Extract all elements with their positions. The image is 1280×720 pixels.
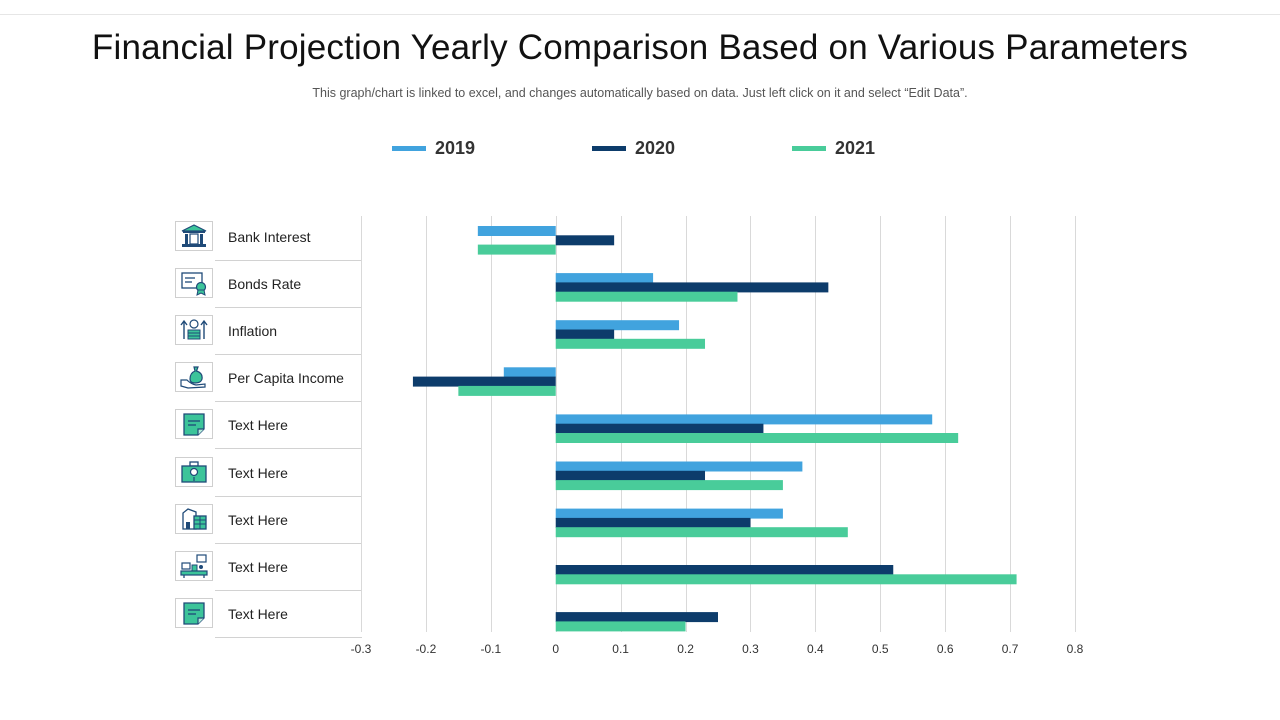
x-tick-label: -0.1 xyxy=(480,642,501,656)
bar-2020-row-2 xyxy=(555,282,829,293)
row-divider xyxy=(215,590,362,591)
category-label: Per Capita Income xyxy=(228,370,344,386)
bar-2019-row-4 xyxy=(503,367,556,378)
bar-2021-row-9 xyxy=(555,621,686,632)
category-label: Inflation xyxy=(228,323,278,339)
category-label: Text Here xyxy=(228,559,288,575)
row-divider xyxy=(215,401,362,402)
legend-swatch-2020 xyxy=(592,145,626,151)
x-tick-label: 0.8 xyxy=(1067,642,1084,656)
row-divider xyxy=(215,543,362,544)
category-row-4: Per Capita Income xyxy=(175,362,362,402)
bar-2019-row-6 xyxy=(555,461,803,472)
bar-2020-row-7 xyxy=(555,517,751,528)
x-tick-label: 0.6 xyxy=(937,642,954,656)
bar-2021-row-6 xyxy=(555,480,783,491)
x-tick-label: 0.3 xyxy=(742,642,759,656)
category-row-5: Text Here xyxy=(175,409,362,449)
legend-swatch-2019 xyxy=(392,145,426,151)
building-icon xyxy=(175,504,213,534)
x-tick-label: -0.2 xyxy=(416,642,437,656)
bar-2020-row-8 xyxy=(555,565,894,575)
bar-2021-row-8 xyxy=(555,574,1017,585)
legend-item-2019: 2019 xyxy=(392,136,475,160)
category-row-8: Text Here xyxy=(175,551,362,591)
bar-2021-row-2 xyxy=(555,291,738,302)
row-divider xyxy=(215,260,362,261)
category-row-1: Bank Interest xyxy=(175,221,362,261)
legend: 2019 2020 2021 xyxy=(0,136,1280,160)
bar-2021-row-3 xyxy=(555,338,706,349)
category-label: Text Here xyxy=(228,512,288,528)
bar-2019-row-2 xyxy=(555,273,654,284)
legend-item-2021: 2021 xyxy=(792,136,875,160)
x-tick-label: 0 xyxy=(552,642,559,656)
legend-label-2021: 2021 xyxy=(835,137,876,158)
money-bag-hand-icon xyxy=(175,362,213,392)
bar-2019-row-7 xyxy=(555,508,783,519)
row-divider xyxy=(215,448,362,449)
category-row-3: Inflation xyxy=(175,315,362,355)
category-label: Bank Interest xyxy=(228,229,311,245)
legend-swatch-2021 xyxy=(792,145,826,151)
legend-label-2020: 2020 xyxy=(635,137,676,158)
category-row-9: Text Here xyxy=(175,598,362,638)
x-tick-label: 0.2 xyxy=(677,642,694,656)
legend-label-2019: 2019 xyxy=(435,137,476,158)
inflation-icon xyxy=(175,315,213,345)
bar-2021-row-1 xyxy=(477,244,556,255)
x-tick-label: 0.4 xyxy=(807,642,824,656)
category-label: Bonds Rate xyxy=(228,276,302,292)
category-label: Text Here xyxy=(228,606,288,622)
note-icon xyxy=(175,409,213,439)
bar-2019-row-3 xyxy=(555,320,680,331)
category-label: Text Here xyxy=(228,465,288,481)
bank-icon xyxy=(175,221,213,251)
bar-2020-row-9 xyxy=(555,612,718,623)
bar-2019-row-5 xyxy=(555,414,933,425)
x-tick-label: 0.1 xyxy=(612,642,629,656)
row-divider xyxy=(215,496,362,497)
row-divider xyxy=(215,307,362,308)
category-label: Text Here xyxy=(228,417,288,433)
bar-2020-row-3 xyxy=(555,329,615,340)
bar-2019-row-1 xyxy=(477,226,556,236)
certificate-icon xyxy=(175,268,213,298)
page-subtitle: This graph/chart is linked to excel, and… xyxy=(312,86,968,100)
page-title: Financial Projection Yearly Comparison B… xyxy=(91,28,1189,67)
briefcase-icon xyxy=(175,457,213,487)
bar-2020-row-6 xyxy=(555,470,706,481)
top-rule xyxy=(0,14,1280,15)
workspace-icon xyxy=(175,551,213,581)
category-row-7: Text Here xyxy=(175,504,362,544)
x-tick-label: -0.3 xyxy=(351,642,372,656)
bar-2021-row-7 xyxy=(555,527,848,538)
category-row-6: Text Here xyxy=(175,457,362,497)
bar-2020-row-5 xyxy=(555,423,764,434)
legend-item-2020: 2020 xyxy=(592,136,675,160)
category-row-2: Bonds Rate xyxy=(175,268,362,308)
note-icon xyxy=(175,598,213,628)
bar-2020-row-4 xyxy=(412,376,556,387)
row-divider xyxy=(215,637,362,638)
row-divider xyxy=(215,354,362,355)
bar-2021-row-4 xyxy=(458,385,556,396)
bar-2020-row-1 xyxy=(555,235,615,246)
x-tick-label: 0.5 xyxy=(872,642,889,656)
x-tick-label: 0.7 xyxy=(1002,642,1019,656)
bar-2021-row-5 xyxy=(555,433,959,443)
